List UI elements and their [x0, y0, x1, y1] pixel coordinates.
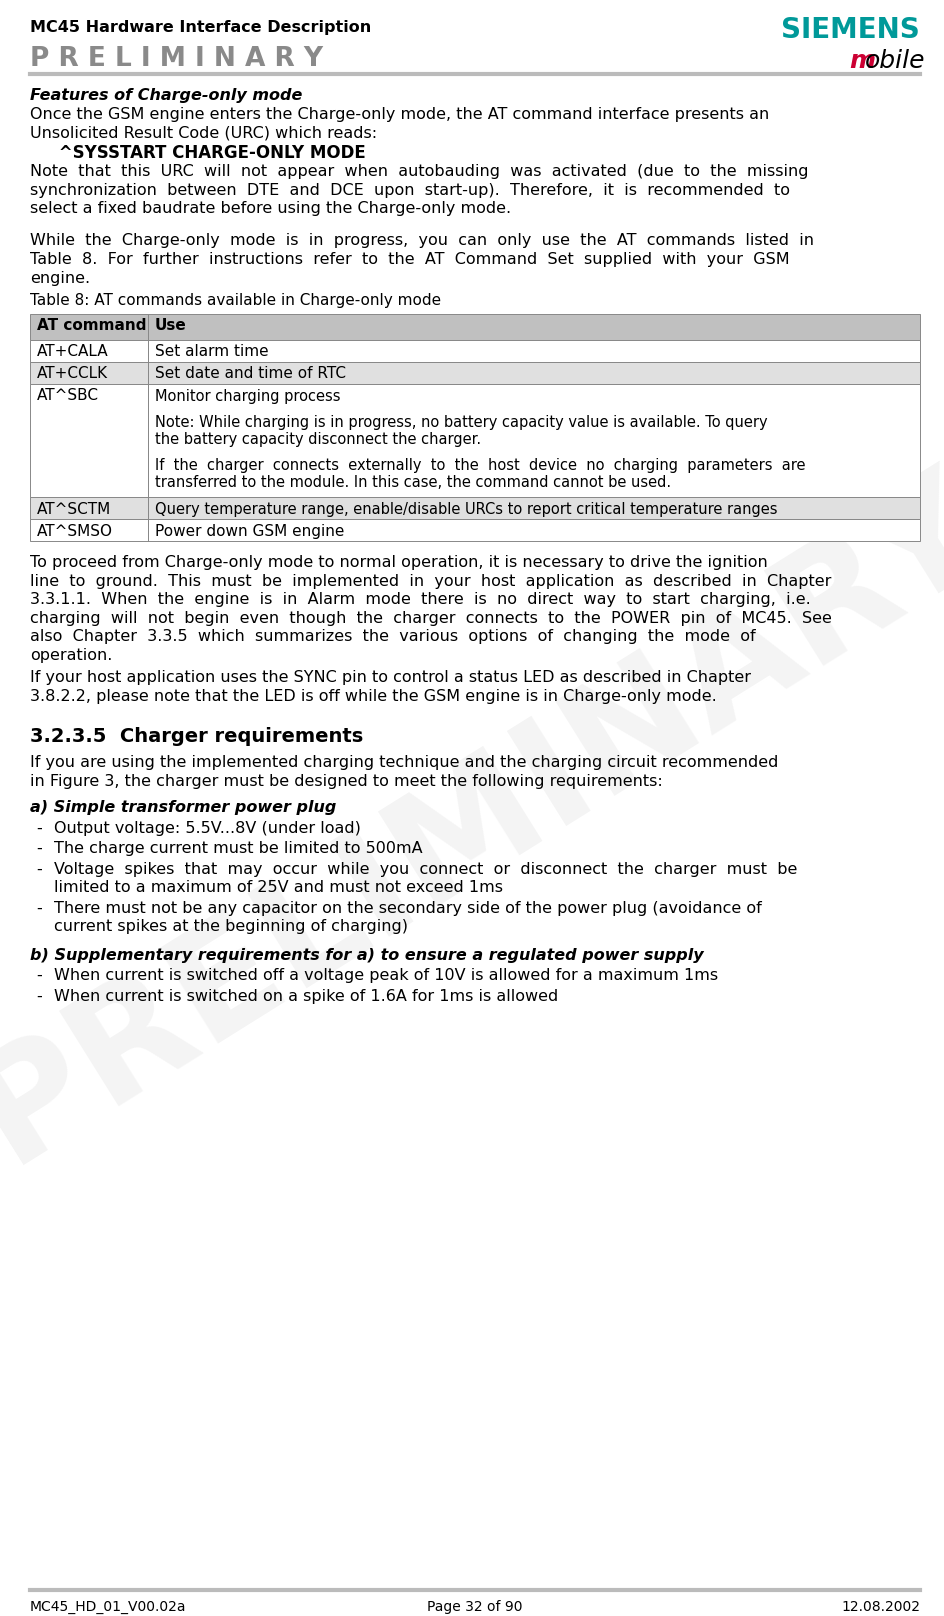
Text: The charge current must be limited to 500mA: The charge current must be limited to 50…	[54, 842, 422, 856]
Bar	[148, 314, 919, 339]
Text: -: -	[36, 989, 42, 1004]
Text: Table  8.  For  further  instructions  refer  to  the  AT  Command  Set  supplie: Table 8. For further instructions refer …	[30, 252, 789, 267]
Text: Note: While charging is in progress, no battery capacity value is available. To : Note: While charging is in progress, no …	[155, 415, 767, 430]
Bar	[148, 383, 919, 498]
Bar	[148, 519, 919, 541]
Text: To proceed from Charge-only mode to normal operation, it is necessary to drive t: To proceed from Charge-only mode to norm…	[30, 556, 767, 570]
Text: in Figure 3, the charger must be designed to meet the following requirements:: in Figure 3, the charger must be designe…	[30, 774, 662, 789]
Text: AT^SCTM: AT^SCTM	[37, 503, 111, 517]
Text: transferred to the module. In this case, the command cannot be used.: transferred to the module. In this case,…	[155, 475, 670, 490]
Text: 12.08.2002: 12.08.2002	[840, 1600, 919, 1614]
Text: AT^SMSO: AT^SMSO	[37, 524, 113, 540]
Text: AT+CALA: AT+CALA	[37, 344, 109, 359]
Text: If your host application uses the SYNC pin to control a status LED as described : If your host application uses the SYNC p…	[30, 671, 750, 685]
Text: 3.3.1.1.  When  the  engine  is  in  Alarm  mode  there  is  no  direct  way  to: 3.3.1.1. When the engine is in Alarm mod…	[30, 591, 810, 608]
Text: 3.2.3.5  Charger requirements: 3.2.3.5 Charger requirements	[30, 727, 362, 747]
Bar	[148, 339, 919, 362]
Text: engine.: engine.	[30, 270, 90, 286]
Text: current spikes at the beginning of charging): current spikes at the beginning of charg…	[54, 920, 408, 934]
Text: AT^SBC: AT^SBC	[37, 388, 99, 404]
Text: select a fixed baudrate before using the Charge-only mode.: select a fixed baudrate before using the…	[30, 200, 511, 217]
Text: P R E L I M I N A R Y: P R E L I M I N A R Y	[30, 45, 323, 73]
Text: Table 8: AT commands available in Charge-only mode: Table 8: AT commands available in Charge…	[30, 292, 441, 309]
Text: SIEMENS: SIEMENS	[781, 16, 919, 44]
Text: Once the GSM engine enters the Charge-only mode, the AT command interface presen: Once the GSM engine enters the Charge-on…	[30, 107, 768, 121]
Text: Unsolicited Result Code (URC) which reads:: Unsolicited Result Code (URC) which read…	[30, 124, 377, 141]
Text: PRELIMINARY: PRELIMINARY	[0, 449, 944, 1191]
Text: b) Supplementary requirements for a) to ensure a regulated power supply: b) Supplementary requirements for a) to …	[30, 947, 703, 963]
Text: Monitor charging process: Monitor charging process	[155, 388, 340, 404]
Text: a) Simple transformer power plug: a) Simple transformer power plug	[30, 800, 336, 814]
Text: If  the  charger  connects  externally  to  the  host  device  no  charging  par: If the charger connects externally to th…	[155, 459, 804, 473]
Text: Output voltage: 5.5V...8V (under load): Output voltage: 5.5V...8V (under load)	[54, 821, 361, 835]
Bar	[148, 362, 919, 383]
Text: When current is switched off a voltage peak of 10V is allowed for a maximum 1ms: When current is switched off a voltage p…	[54, 968, 717, 983]
Text: -: -	[36, 842, 42, 856]
Text: There must not be any capacitor on the secondary side of the power plug (avoidan: There must not be any capacitor on the s…	[54, 900, 761, 916]
Bar	[30, 383, 148, 498]
Text: the battery capacity disconnect the charger.: the battery capacity disconnect the char…	[155, 431, 480, 448]
Text: also  Chapter  3.3.5  which  summarizes  the  various  options  of  changing  th: also Chapter 3.3.5 which summarizes the …	[30, 629, 755, 645]
Bar	[148, 498, 919, 519]
Text: Note  that  this  URC  will  not  appear  when  autobauding  was  activated  (du: Note that this URC will not appear when …	[30, 163, 808, 179]
Text: obile: obile	[864, 48, 924, 73]
Text: When current is switched on a spike of 1.6A for 1ms is allowed: When current is switched on a spike of 1…	[54, 989, 558, 1004]
Text: -: -	[36, 968, 42, 983]
Text: ^SYSSTART CHARGE-ONLY MODE: ^SYSSTART CHARGE-ONLY MODE	[30, 144, 365, 162]
Text: While  the  Charge-only  mode  is  in  progress,  you  can  only  use  the  AT  : While the Charge-only mode is in progres…	[30, 233, 813, 249]
Text: If you are using the implemented charging technique and the charging circuit rec: If you are using the implemented chargin…	[30, 755, 778, 771]
Text: AT+CCLK: AT+CCLK	[37, 367, 108, 381]
Text: limited to a maximum of 25V and must not exceed 1ms: limited to a maximum of 25V and must not…	[54, 881, 502, 895]
Text: charging  will  not  begin  even  though  the  charger  connects  to  the  POWER: charging will not begin even though the …	[30, 611, 831, 625]
Bar	[30, 339, 148, 362]
Text: MC45 Hardware Interface Description: MC45 Hardware Interface Description	[30, 19, 371, 36]
Bar	[30, 519, 148, 541]
Text: AT command: AT command	[37, 318, 146, 333]
Bar	[30, 362, 148, 383]
Text: m: m	[848, 48, 874, 73]
Text: -: -	[36, 900, 42, 916]
Text: operation.: operation.	[30, 648, 112, 663]
Text: Power down GSM engine: Power down GSM engine	[155, 524, 344, 540]
Text: line  to  ground.  This  must  be  implemented  in  your  host  application  as : line to ground. This must be implemented…	[30, 574, 831, 588]
Text: Use: Use	[155, 318, 187, 333]
Text: Set alarm time: Set alarm time	[155, 344, 268, 359]
Text: Set date and time of RTC: Set date and time of RTC	[155, 367, 346, 381]
Bar	[30, 314, 148, 339]
Bar	[30, 498, 148, 519]
Text: -: -	[36, 861, 42, 877]
Text: Page 32 of 90: Page 32 of 90	[427, 1600, 522, 1614]
Text: MC45_HD_01_V00.02a: MC45_HD_01_V00.02a	[30, 1600, 186, 1614]
Text: Features of Charge-only mode: Features of Charge-only mode	[30, 87, 302, 103]
Text: Voltage  spikes  that  may  occur  while  you  connect  or  disconnect  the  cha: Voltage spikes that may occur while you …	[54, 861, 797, 877]
Text: Query temperature range, enable/disable URCs to report critical temperature rang: Query temperature range, enable/disable …	[155, 503, 777, 517]
Text: 3.8.2.2, please note that the LED is off while the GSM engine is in Charge-only : 3.8.2.2, please note that the LED is off…	[30, 688, 716, 703]
Text: -: -	[36, 821, 42, 835]
Text: synchronization  between  DTE  and  DCE  upon  start-up).  Therefore,  it  is  r: synchronization between DTE and DCE upon…	[30, 183, 789, 197]
